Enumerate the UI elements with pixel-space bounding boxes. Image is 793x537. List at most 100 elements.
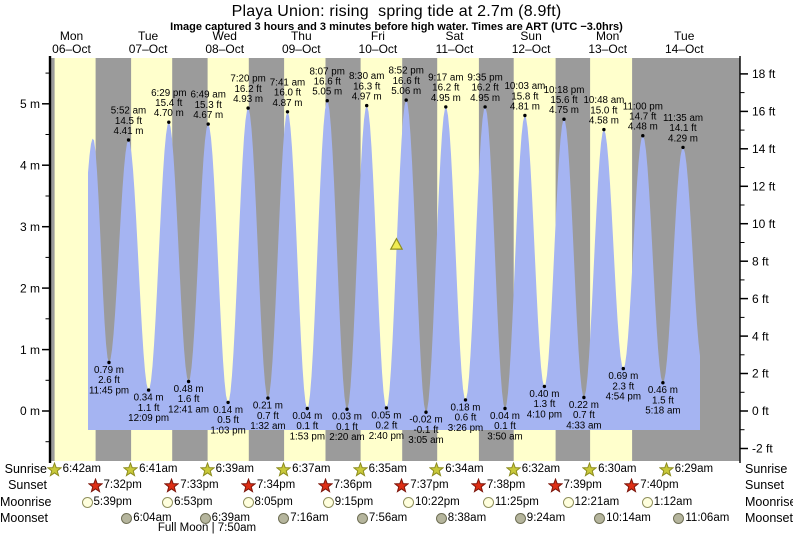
low-tide-point bbox=[345, 407, 349, 411]
low-tide-label: 1:03 pm bbox=[210, 425, 245, 436]
sunset-time: 7:37pm bbox=[410, 479, 449, 491]
sunrise-star-icon bbox=[658, 461, 674, 477]
high-tide-label: 4.75 m bbox=[549, 105, 579, 116]
moonset-time: 7:56am bbox=[368, 512, 408, 524]
sunrise-row-label-left: Sunrise bbox=[4, 462, 47, 476]
right-tick-label: 16 ft bbox=[752, 105, 776, 119]
low-tide-label: 0.2 ft bbox=[376, 421, 398, 432]
day-name-label: Wed bbox=[212, 29, 236, 43]
low-tide-point bbox=[146, 388, 151, 392]
moonset-event: 7:56am bbox=[356, 510, 408, 526]
low-tide-point bbox=[582, 395, 586, 400]
moonrise-circle-icon bbox=[482, 496, 494, 508]
sunrise-event: 6:30am bbox=[582, 461, 636, 477]
moonrise-row-label-right: Moonrise bbox=[745, 495, 793, 509]
low-tide-point bbox=[186, 379, 191, 384]
low-tide-label: 0.79 m bbox=[94, 365, 124, 376]
low-tide-point bbox=[542, 384, 547, 389]
high-tide-label: 15.4 ft bbox=[155, 98, 183, 109]
full-moon-note: Full Moon | 7:50am bbox=[157, 522, 257, 534]
moonrise-time: 5:39pm bbox=[93, 496, 132, 508]
moonrise-event: 1:12am bbox=[641, 494, 693, 510]
moonrise-circle-icon bbox=[322, 496, 334, 508]
moonset-event: 10:14am bbox=[594, 510, 651, 526]
right-tick-label: 0 ft bbox=[752, 404, 769, 418]
sunrise-time: 6:37am bbox=[292, 463, 331, 475]
sunset-star-icon bbox=[624, 477, 640, 493]
high-tide-label: 4.70 m bbox=[154, 108, 184, 119]
low-tide-point bbox=[305, 406, 309, 411]
moonrise-time: 1:12am bbox=[653, 496, 693, 508]
high-tide-label: 4.29 m bbox=[668, 133, 698, 144]
low-tide-label: 1.3 ft bbox=[534, 399, 556, 410]
sunset-time: 7:36pm bbox=[333, 479, 372, 491]
day-date-label: 10–Oct bbox=[359, 42, 398, 56]
low-tide-label: 2.6 ft bbox=[98, 375, 120, 386]
high-tide-label: 4.81 m bbox=[510, 102, 540, 113]
moonset-time: 7:16am bbox=[290, 512, 329, 524]
high-tide-point bbox=[681, 145, 685, 150]
high-tide-label: 16.2 ft bbox=[432, 83, 460, 94]
day-date-label: 13–Oct bbox=[588, 42, 627, 56]
high-tide-label: 7:41 am bbox=[270, 77, 305, 88]
low-tide-point bbox=[226, 400, 230, 405]
moonset-row-label-right: Moonset bbox=[745, 511, 793, 525]
low-tide-label: 0.1 ft bbox=[494, 421, 516, 432]
low-tide-label: 0.5 ft bbox=[217, 415, 239, 426]
high-tide-point bbox=[285, 110, 290, 114]
low-tide-label: 2:20 am bbox=[329, 432, 364, 443]
high-tide-point bbox=[246, 106, 250, 110]
high-tide-label: 6:49 am bbox=[190, 90, 225, 101]
sunrise-time: 6:30am bbox=[598, 463, 637, 475]
tide-area bbox=[88, 100, 700, 430]
low-tide-label: 1:53 pm bbox=[290, 431, 325, 442]
right-tick-label: 2 ft bbox=[752, 367, 769, 381]
right-tick-label: 8 ft bbox=[752, 254, 769, 268]
moonset-circle-icon bbox=[356, 512, 368, 524]
day-date-label: 06–Oct bbox=[52, 42, 91, 56]
sunrise-time: 6:39am bbox=[215, 463, 254, 475]
low-tide-label: 1.6 ft bbox=[178, 394, 200, 405]
high-tide-point bbox=[365, 103, 369, 108]
day-date-label: 11–Oct bbox=[436, 42, 474, 56]
high-tide-label: 10:48 am bbox=[583, 95, 624, 106]
sunset-time: 7:34pm bbox=[256, 479, 296, 491]
moonset-time: 6:39am bbox=[211, 512, 250, 524]
right-tick-label: 18 ft bbox=[752, 67, 776, 81]
day-name-label: Thu bbox=[291, 29, 312, 43]
moonset-circle-icon bbox=[594, 512, 606, 524]
moonset-event: 11:06am bbox=[673, 510, 729, 526]
moonrise-time: 11:25pm bbox=[494, 496, 539, 508]
right-tick-label: -2 ft bbox=[752, 442, 773, 456]
sunrise-event: 6:37am bbox=[276, 461, 330, 477]
sunset-star-icon bbox=[87, 477, 103, 493]
low-tide-label: 3:26 pm bbox=[448, 423, 483, 434]
sunrise-star-icon bbox=[352, 461, 368, 477]
high-tide-label: 14.7 ft bbox=[629, 112, 657, 123]
high-tide-point bbox=[562, 117, 566, 121]
low-tide-label: 4:10 pm bbox=[527, 409, 562, 420]
high-tide-label: 4.87 m bbox=[273, 98, 303, 109]
high-tide-label: 4.95 m bbox=[431, 93, 461, 104]
moonrise-event: 6:53pm bbox=[162, 494, 212, 510]
low-tide-point bbox=[503, 406, 507, 411]
low-tide-label: 3:50 am bbox=[487, 431, 522, 442]
moonrise-event: 10:22pm bbox=[403, 494, 460, 510]
high-tide-label: 10:18 pm bbox=[544, 85, 585, 96]
sunset-star-icon bbox=[164, 477, 180, 493]
low-tide-point bbox=[424, 410, 428, 414]
high-tide-label: 8:07 pm bbox=[309, 66, 344, 77]
sunset-time: 7:32pm bbox=[103, 479, 142, 491]
low-tide-label: 0.69 m bbox=[608, 371, 638, 382]
sunset-star-icon bbox=[394, 477, 410, 493]
low-tide-label: 1.5 ft bbox=[652, 395, 674, 406]
high-tide-point bbox=[325, 99, 329, 103]
low-tide-label: 0.48 m bbox=[174, 384, 204, 395]
moonset-circle-icon bbox=[673, 512, 685, 524]
moonrise-time: 9:15pm bbox=[334, 496, 374, 508]
moonrise-time: 10:22pm bbox=[415, 496, 460, 508]
moonset-time: 10:14am bbox=[606, 512, 651, 524]
high-tide-label: 16.2 ft bbox=[471, 83, 499, 94]
high-tide-label: 15.0 ft bbox=[590, 105, 618, 116]
